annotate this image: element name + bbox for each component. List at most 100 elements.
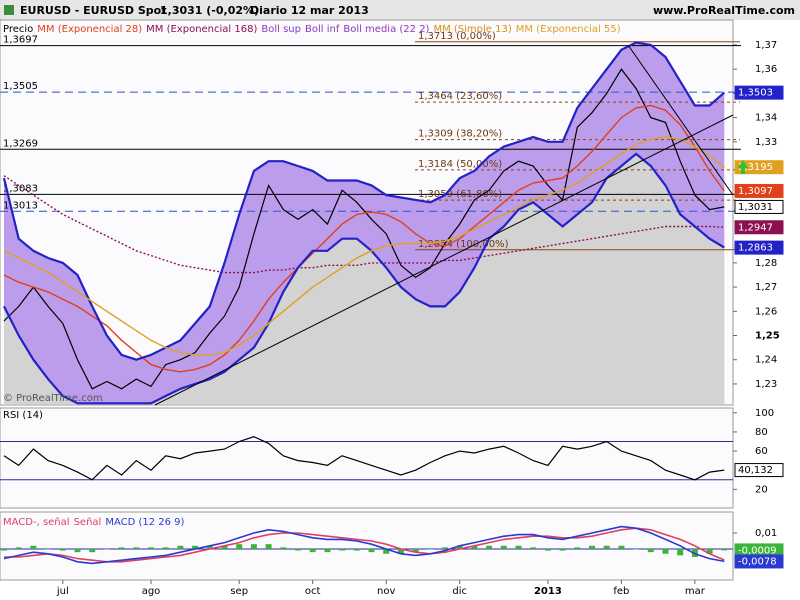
histogram-bar [618,545,625,549]
x-tick-label: nov [377,586,395,597]
value-label: 1,3503 [738,88,773,99]
trend-line [627,44,734,196]
histogram-bar [500,545,507,549]
histogram-bar [250,544,257,549]
value-label-box [734,199,784,214]
horizontal-line-label: 1,3505 [3,81,38,92]
x-tick-label: 2013 [534,586,562,597]
histogram-bar [530,547,537,549]
fib-label: 1,3184 (50,00%) [418,159,502,170]
value-label: 1,2947 [738,222,773,233]
y-tick-label: 1,23 [755,379,777,390]
x-tick-label: dic [452,586,467,597]
horizontal-line-label: 1,3083 [3,183,38,194]
histogram-bar [1,548,7,551]
y-tick-label: 1,27 [755,282,777,293]
y-tick-label: 100 [755,408,774,419]
value-label-box [734,183,784,198]
histogram-bar [45,548,52,550]
histogram-bar [662,548,669,554]
series-line [3,436,725,481]
histogram-bar [368,548,375,553]
histogram-bar [427,548,434,550]
histogram-bar [589,545,595,549]
value-label: -0,0078 [738,556,777,567]
series-line [3,152,725,405]
histogram-bar [221,545,228,549]
histogram-bar [59,548,66,551]
y-tick-label: 1,34 [755,113,777,124]
legend-entry: Señal [74,517,102,528]
series-line [4,527,725,563]
histogram-bar [353,548,360,551]
legend-entry: Boll inf [305,24,340,35]
lower-area [4,153,725,405]
histogram-bar [148,547,154,549]
histogram-bar [74,548,81,553]
histogram-bar [544,548,551,551]
horizontal-line-label: 1,3269 [3,138,38,149]
histogram-bar [574,547,581,549]
histogram-bar [118,547,125,549]
histogram-bar [103,548,110,550]
trend-line [154,114,734,406]
horizontal-line-label: 1,3013 [3,200,38,211]
histogram-bar [295,548,301,551]
panel-title: RSI (14) [3,410,43,421]
histogram-bar [647,548,654,553]
histogram-bar [162,547,169,549]
value-label-box [734,554,784,569]
histogram-bar [412,548,419,553]
macd-panel [0,511,734,581]
legend-entry: MM (Exponencial 55) [516,24,621,35]
fib-label: 1,2854 (100,00%) [418,239,509,250]
y-tick-label: 1,36 [755,64,777,75]
legend-entry: Precio [3,24,33,35]
chart-layer: 1,231,241,251,261,271,281,331,341,351,36… [0,24,784,597]
y-tick-label: 1,28 [755,258,777,269]
legend-entry: MM (Simple 13) [433,24,511,35]
histogram-bar [397,548,404,554]
series-line [3,136,725,356]
series-line [3,68,725,390]
y-tick-label: 1,25 [755,331,780,342]
histogram-bar [603,545,610,549]
histogram-bar [515,545,522,549]
arrow-icon [738,160,748,174]
fib-label: 1,3309 (38,20%) [418,129,502,140]
value-label-box [734,160,784,175]
histogram-bar [309,548,316,553]
x-tick-label: sep [230,586,248,597]
histogram-bar [177,545,184,549]
x-tick-label: feb [613,586,629,597]
histogram-bar [442,547,448,549]
histogram-bar [15,547,22,549]
histogram-bar [236,544,243,549]
menu-icon[interactable] [4,5,14,15]
series-line [2,41,726,361]
symbol: EURUSD - EURUSD Spot [20,4,166,17]
histogram-bar [677,548,684,556]
watermark: © ProRealTime.com [3,393,103,404]
x-tick-label: jul [56,586,69,597]
y-tick-label: 80 [755,427,768,438]
histogram-bar [339,548,346,551]
histogram-bar [471,545,478,549]
legend-entry: MM (Exponencial 168) [146,24,257,35]
histogram-bar [324,548,331,553]
quote: 1,3031 (-0,02%) [160,4,259,17]
histogram-bar [89,548,96,553]
histogram-bar [706,548,713,554]
period: Diario 12 mar 2013 [250,4,369,17]
y-tick-label: 0,01 [755,528,777,539]
value-label-box [734,220,784,235]
y-tick-label: 1,24 [755,355,777,366]
x-tick-label: mar [685,586,706,597]
y-tick-label: 20 [755,484,768,495]
value-label-box [734,240,784,255]
series-line [3,525,725,565]
legend-entry: Boll sup [261,24,301,35]
horizontal-line-label: 1,3697 [3,35,38,46]
value-label: 1,3195 [738,162,773,173]
